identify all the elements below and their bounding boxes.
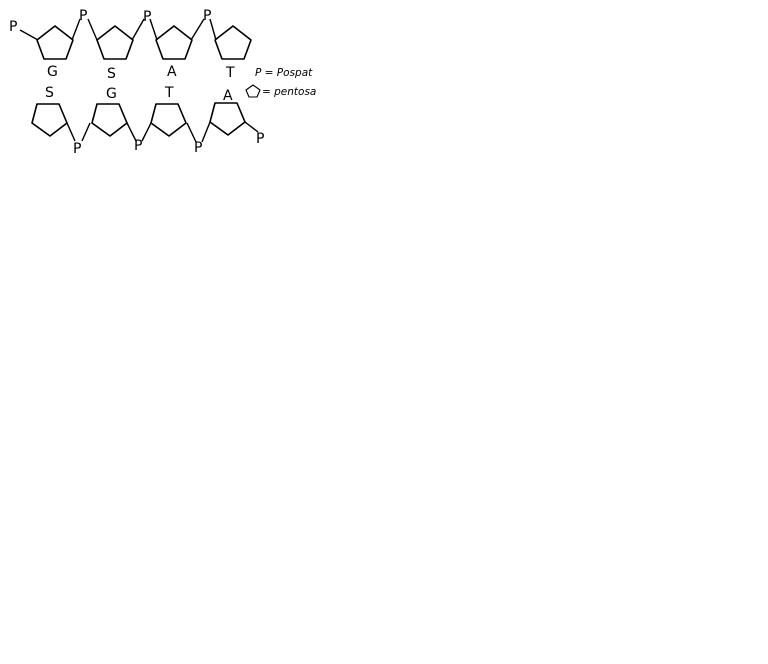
top-strand: P P P P G S A T [9, 8, 252, 82]
bottom-base-1: S [45, 85, 54, 101]
legend: P = Pospat = pentosa [245, 67, 316, 98]
legend-phosphate-text: P = Pospat [255, 67, 313, 79]
bottom-bond-5 [201, 121, 211, 143]
top-bond-3 [131, 18, 145, 41]
top-pentose-2 [96, 25, 134, 60]
legend-pentose-text: = pentosa [262, 86, 316, 98]
bottom-phosphate-4: P [256, 131, 264, 147]
top-base-3: A [167, 64, 177, 80]
top-base-1: G [47, 64, 58, 80]
top-pentose-4 [214, 25, 252, 60]
bottom-base-2: G [106, 86, 117, 102]
top-bond-2 [87, 18, 98, 41]
top-pentose-1 [36, 25, 74, 60]
bottom-strand: P P P P S G T A [31, 85, 264, 157]
top-phosphate-4: P [203, 8, 211, 24]
top-bond-0 [19, 29, 39, 41]
top-bond-6 [209, 18, 217, 41]
bottom-bond-1 [81, 122, 91, 142]
bottom-phosphate-3: P [194, 140, 202, 156]
top-bond-1 [71, 18, 81, 41]
bottom-pentose-3 [150, 103, 187, 137]
bottom-base-3: T [164, 85, 174, 101]
bottom-pentose-4 [209, 102, 246, 136]
bottom-bond-6 [244, 121, 259, 133]
top-base-2: S [107, 66, 116, 82]
top-bond-4 [149, 18, 158, 41]
bottom-bond-3 [141, 122, 152, 142]
top-bond-5 [190, 18, 205, 41]
top-phosphate-3: P [143, 9, 151, 25]
bottom-bond-0 [66, 122, 76, 142]
top-base-4: T [225, 65, 235, 81]
bottom-base-4: A [223, 88, 233, 104]
bottom-bond-2 [126, 122, 137, 142]
bottom-pentose-2 [91, 103, 128, 137]
legend-pentose-icon [245, 84, 261, 98]
top-phosphate-2: P [79, 8, 87, 24]
bottom-phosphate-1: P [73, 141, 81, 157]
bottom-phosphate-2: P [134, 138, 142, 154]
bottom-pentose-1 [31, 103, 68, 137]
top-phosphate-1: P [9, 19, 17, 35]
bottom-bond-4 [186, 122, 197, 143]
top-pentose-3 [155, 25, 193, 60]
